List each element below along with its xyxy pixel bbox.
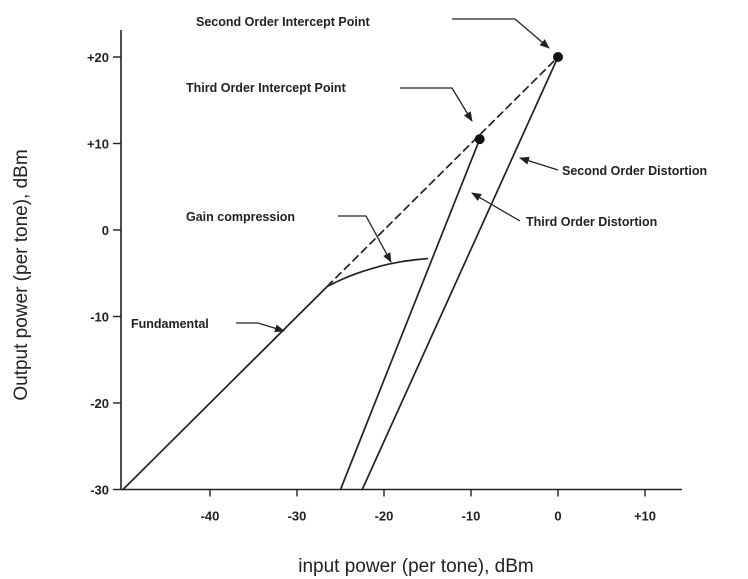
gain-compression-label-arrow <box>338 215 392 263</box>
axes: -40 -30 -20 -10 0 +10 -30 -20 -10 0 +10 +20 <box>87 30 682 524</box>
second-order-intercept-label: Second Order Intercept Point <box>196 15 370 29</box>
third-order-distortion-line <box>339 138 481 491</box>
y-tick-label: 0 <box>102 223 109 238</box>
y-tick-label: +20 <box>87 50 109 65</box>
third-order-distortion-label: Third Order Distortion <box>526 215 657 229</box>
second-order-intercept-label-arrow <box>452 18 550 49</box>
y-tick-label: -30 <box>90 483 109 498</box>
y-axis-title: Output power (per tone), dBm <box>11 149 32 400</box>
annotations: Second Order Intercept Point Third Order … <box>131 15 707 333</box>
fundamental-label-arrow <box>236 322 285 333</box>
third-order-intercept-point <box>474 134 485 145</box>
second-order-distortion-label: Second Order Distortion <box>562 164 707 178</box>
x-axis-title: input power (per tone), dBm <box>298 556 534 577</box>
x-tick-label: -30 <box>288 509 307 524</box>
second-order-distortion-line <box>361 56 559 491</box>
third-order-intercept-label: Third Order Intercept Point <box>186 81 347 95</box>
third-order-intercept-label-arrow <box>400 87 473 122</box>
x-tick-label: -40 <box>201 509 220 524</box>
fundamental-label: Fundamental <box>131 317 209 331</box>
x-tick-label: 0 <box>554 509 561 524</box>
second-order-distortion-label-arrow <box>519 156 559 171</box>
x-tick-label: -10 <box>462 509 481 524</box>
gain-compression-label: Gain compression <box>186 210 295 224</box>
y-tick-label: -10 <box>90 310 109 325</box>
fundamental-line <box>122 285 329 491</box>
second-order-intercept-point <box>553 52 563 62</box>
gain-compression-curve <box>326 257 429 288</box>
extrapolated-fundamental-line <box>326 56 559 288</box>
y-tick-label: +10 <box>87 137 109 152</box>
x-tick-label: -20 <box>375 509 394 524</box>
third-order-distortion-label-arrow <box>471 192 521 222</box>
x-tick-label: +10 <box>634 509 656 524</box>
y-tick-label: -20 <box>90 396 109 411</box>
plot-area <box>122 52 563 491</box>
